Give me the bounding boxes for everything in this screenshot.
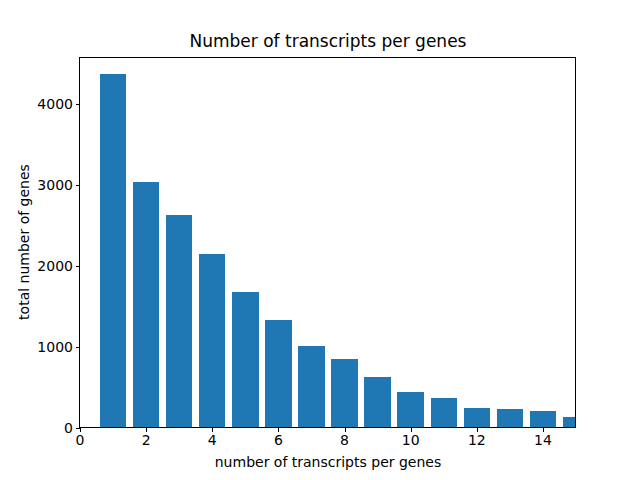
x-tick-label: 6	[258, 433, 298, 447]
axes-ticks-layer: 0100020003000400002468101214	[0, 0, 640, 480]
y-tick-label: 3000	[28, 178, 73, 192]
y-tick-label: 1000	[28, 340, 73, 354]
y-tick-label: 2000	[28, 259, 73, 273]
y-tick-mark	[76, 266, 80, 267]
y-tick-mark	[76, 347, 80, 348]
figure: Number of transcripts per genes total nu…	[0, 0, 640, 480]
x-tick-label: 10	[391, 433, 431, 447]
x-tick-label: 14	[523, 433, 563, 447]
x-tick-label: 2	[126, 433, 166, 447]
x-tick-label: 12	[457, 433, 497, 447]
y-tick-mark	[76, 104, 80, 105]
x-tick-label: 8	[325, 433, 365, 447]
x-tick-label: 4	[192, 433, 232, 447]
y-tick-mark	[76, 185, 80, 186]
y-tick-label: 4000	[28, 97, 73, 111]
x-tick-label: 0	[60, 433, 100, 447]
